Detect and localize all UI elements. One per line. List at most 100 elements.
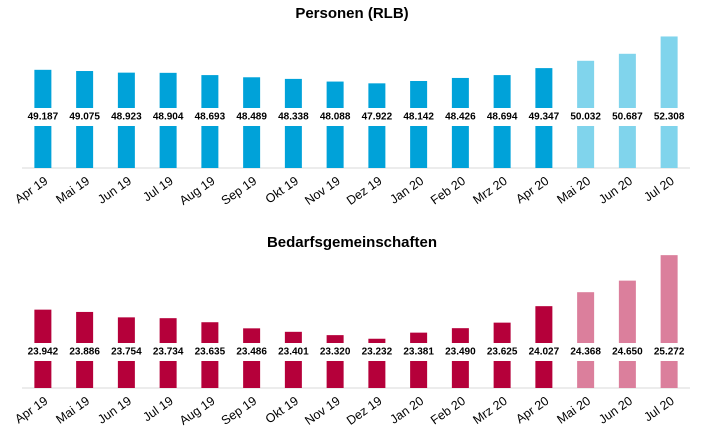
value-label: 48.088 (320, 112, 351, 123)
label-gap (117, 108, 136, 126)
x-tick-label: Jan 20 (387, 174, 426, 207)
label-gap (75, 343, 94, 361)
value-label: 24.027 (529, 347, 560, 358)
x-tick-label: Sep 19 (219, 174, 260, 208)
x-tick-label: Mai 19 (53, 174, 92, 207)
value-label: 49.347 (529, 112, 560, 123)
bar (660, 255, 678, 388)
value-label: 49.075 (69, 112, 100, 123)
label-gap (284, 108, 303, 126)
x-tick-label: Aug 19 (177, 174, 218, 208)
x-tick-label: Jul 19 (140, 394, 175, 425)
value-label: 23.486 (236, 347, 267, 358)
value-label: 50.687 (612, 112, 643, 123)
value-label: 23.320 (320, 347, 351, 358)
label-gap (326, 343, 345, 361)
value-label: 48.923 (111, 112, 142, 123)
label-gap (33, 108, 52, 126)
x-tick-label: Apr 19 (12, 394, 50, 427)
chart-title: Bedarfsgemeinschaften (267, 234, 437, 251)
label-gap (576, 343, 595, 361)
value-label: 25.272 (654, 347, 685, 358)
x-tick-label: Okt 19 (263, 174, 301, 207)
label-gap (534, 343, 553, 361)
value-label: 49.187 (28, 112, 59, 123)
label-gap (284, 343, 303, 361)
value-label: 23.625 (487, 347, 518, 358)
label-gap (409, 108, 428, 126)
value-label: 52.308 (654, 112, 685, 123)
label-gap (618, 108, 637, 126)
value-label: 48.694 (487, 112, 518, 123)
x-tick-label: Sep 19 (219, 394, 260, 428)
x-tick-label: Okt 19 (263, 394, 301, 427)
label-gap (242, 343, 261, 361)
label-gap (576, 108, 595, 126)
value-label: 23.754 (111, 347, 142, 358)
x-tick-label: Jan 20 (387, 394, 426, 427)
label-gap (326, 108, 345, 126)
value-label: 47.922 (362, 112, 393, 123)
value-label: 23.381 (403, 347, 434, 358)
label-gap (451, 343, 470, 361)
value-label: 48.489 (236, 112, 267, 123)
x-tick-label: Jun 19 (95, 394, 134, 427)
chart-title: Personen (RLB) (295, 5, 408, 22)
label-gap (117, 343, 136, 361)
label-gap (451, 108, 470, 126)
x-tick-label: Jun 20 (596, 394, 635, 427)
label-gap (33, 343, 52, 361)
x-tick-label: Jul 20 (641, 174, 676, 205)
label-gap (618, 343, 637, 361)
x-tick-label: Jul 19 (140, 174, 175, 205)
x-tick-label: Dez 19 (344, 174, 385, 208)
label-gap (367, 343, 386, 361)
label-gap (660, 343, 679, 361)
label-gap (367, 108, 386, 126)
x-tick-label: Apr 19 (12, 174, 50, 207)
label-gap (660, 108, 679, 126)
value-label: 48.693 (195, 112, 226, 123)
bar (577, 292, 595, 388)
value-label: 23.232 (362, 347, 393, 358)
x-tick-label: Apr 20 (513, 174, 551, 207)
x-tick-label: Mai 19 (53, 394, 92, 427)
label-gap (200, 343, 219, 361)
value-label: 23.490 (445, 347, 476, 358)
label-gap (409, 343, 428, 361)
value-label: 48.338 (278, 112, 309, 123)
label-gap (159, 343, 178, 361)
label-gap (75, 108, 94, 126)
x-tick-label: Nov 19 (302, 394, 343, 428)
x-tick-label: Mai 20 (554, 174, 593, 207)
value-label: 23.401 (278, 347, 309, 358)
value-label: 23.635 (195, 347, 226, 358)
label-gap (242, 108, 261, 126)
x-tick-label: Mai 20 (554, 394, 593, 427)
value-label: 48.904 (153, 112, 184, 123)
value-label: 24.368 (570, 347, 601, 358)
label-gap (493, 108, 512, 126)
label-gap (493, 343, 512, 361)
x-tick-label: Feb 20 (428, 394, 468, 428)
value-label: 50.032 (570, 112, 601, 123)
x-tick-label: Mrz 20 (470, 394, 509, 427)
x-tick-label: Jun 20 (596, 174, 635, 207)
x-tick-label: Apr 20 (513, 394, 551, 427)
value-label: 23.734 (153, 347, 184, 358)
label-gap (534, 108, 553, 126)
bar (618, 280, 636, 388)
x-tick-label: Aug 19 (177, 394, 218, 428)
value-label: 48.142 (403, 112, 434, 123)
label-gap (200, 108, 219, 126)
x-tick-label: Nov 19 (302, 174, 343, 208)
value-label: 23.886 (69, 347, 100, 358)
x-tick-label: Jun 19 (95, 174, 134, 207)
x-tick-label: Mrz 20 (470, 174, 509, 207)
label-gap (159, 108, 178, 126)
x-tick-label: Feb 20 (428, 174, 468, 208)
value-label: 48.426 (445, 112, 476, 123)
bar (660, 36, 678, 168)
value-label: 23.942 (28, 347, 59, 358)
